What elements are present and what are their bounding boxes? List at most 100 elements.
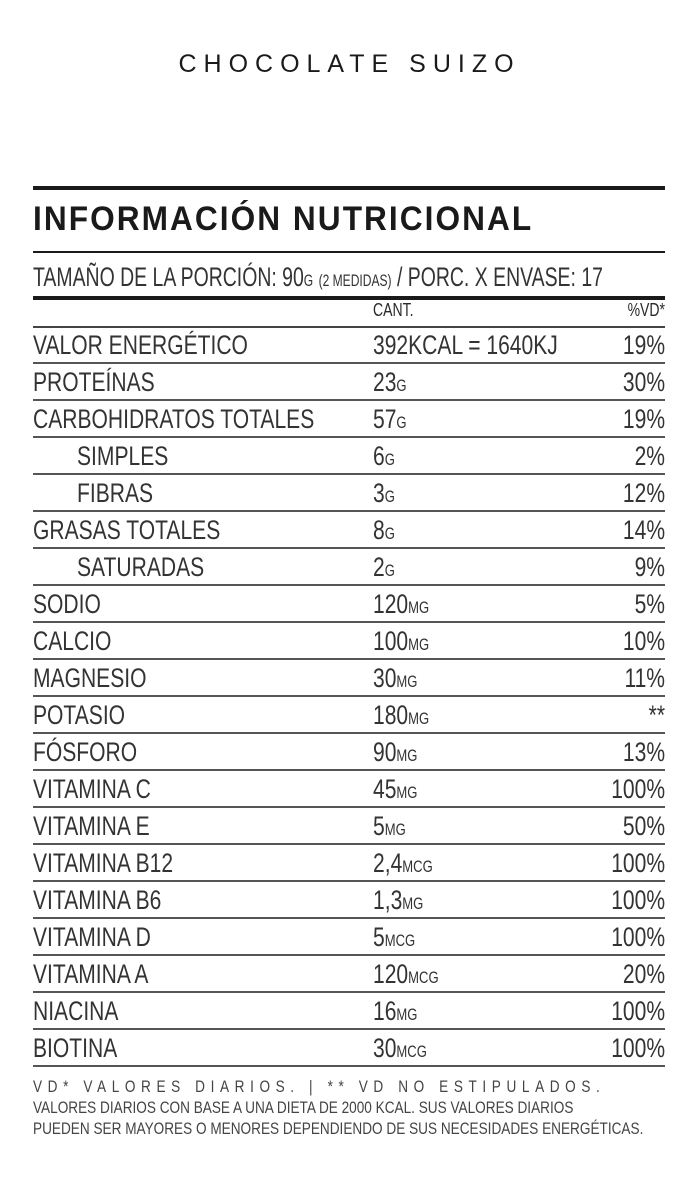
- nutrient-unit: MCG: [402, 857, 433, 876]
- nutrient-name: VITAMINA A: [33, 959, 149, 989]
- nutrient-vd: 50%: [622, 811, 665, 841]
- footer-line: VD* VALORES DIARIOS. | ** VD NO ESTIPULA…: [33, 1077, 606, 1096]
- nutrient-value: 3: [373, 478, 385, 508]
- table-row: VITAMINA C 45MG 100%: [33, 771, 665, 808]
- footer-notes: VD* VALORES DIARIOS. | ** VD NO ESTIPULA…: [33, 1076, 665, 1139]
- nutrient-name: VALOR ENERGÉTICO: [33, 330, 248, 360]
- heading-text: INFORMACIÓN NUTRICIONAL: [33, 200, 534, 238]
- nutrient-unit: MG: [408, 635, 430, 654]
- label-heading: INFORMACIÓN NUTRICIONAL: [33, 200, 665, 239]
- nutrient-vd: 10%: [622, 626, 665, 656]
- nutrient-value: 180: [373, 700, 409, 730]
- table-row: VITAMINA A 120MCG 20%: [33, 956, 665, 993]
- nutrient-unit: MCG: [384, 931, 416, 950]
- nutrient-table: VALOR ENERGÉTICO 392KCAL = 1640KJ 19% PRO…: [33, 327, 665, 1067]
- top-rule: [33, 186, 665, 190]
- nutrient-name: VITAMINA D: [33, 922, 151, 952]
- nutrient-vd: 100%: [611, 885, 665, 915]
- table-header: CANT. %VD*: [33, 300, 665, 328]
- nutrient-value: 5: [373, 922, 385, 952]
- table-row: MAGNESIO 30MG 11%: [33, 660, 665, 697]
- nutrient-name: NIACINA: [33, 996, 119, 1026]
- portion-prefix: TAMAÑO DE LA PORCIÓN: 90: [33, 262, 304, 292]
- nutrient-value: 5: [373, 811, 385, 841]
- nutrient-name: VITAMINA C: [33, 774, 151, 804]
- nutrient-vd: 100%: [611, 774, 665, 804]
- nutrient-name: SODIO: [33, 589, 101, 619]
- nutrient-value: 120: [373, 959, 409, 989]
- footer-line: PUEDEN SER MAYORES O MENORES DEPENDIENDO…: [33, 1119, 644, 1138]
- nutrient-vd: 20%: [622, 959, 665, 989]
- nutrient-unit: G: [384, 487, 395, 506]
- table-row: FÓSFORO 90MG 13%: [33, 734, 665, 771]
- nutrient-unit: MG: [408, 709, 430, 728]
- nutrient-vd: 100%: [611, 1033, 665, 1063]
- table-row: SODIO 120MG 5%: [33, 586, 665, 623]
- nutrient-name: CALCIO: [33, 626, 112, 656]
- nutrient-name: VITAMINA E: [33, 811, 150, 841]
- portion-suffix: / PORC. X ENVASE: 17: [391, 262, 603, 292]
- portion-size: TAMAÑO DE LA PORCIÓN: 90G (2 MEDIDAS) / …: [33, 262, 699, 293]
- heading-rule: [33, 251, 665, 253]
- nutrient-vd: 19%: [622, 404, 665, 434]
- nutrient-vd: 100%: [611, 848, 665, 878]
- vd-header: %VD*: [627, 300, 665, 320]
- nutrient-name: VITAMINA B12: [33, 848, 174, 878]
- nutrient-vd: 11%: [624, 663, 665, 693]
- nutrient-unit: G: [384, 450, 395, 469]
- nutrient-name: GRASAS TOTALES: [33, 515, 221, 545]
- nutrient-vd: 100%: [611, 922, 665, 952]
- nutrient-value: 120: [373, 589, 409, 619]
- product-title: CHOCOLATE SUIZO: [178, 50, 521, 78]
- table-row: SIMPLES 6G 2%: [33, 438, 665, 475]
- table-row: VITAMINA B6 1,3MG 100%: [33, 882, 665, 919]
- table-row: POTASIO 180MG **: [33, 697, 665, 734]
- nutrient-unit: MCG: [408, 968, 439, 987]
- nutrient-unit: MG: [396, 746, 418, 765]
- nutrient-unit: MG: [408, 598, 430, 617]
- nutrient-vd: 14%: [622, 515, 665, 545]
- table-row: GRASAS TOTALES 8G 14%: [33, 512, 665, 549]
- nutrient-unit: G: [384, 524, 395, 543]
- table-row: FIBRAS 3G 12%: [33, 475, 665, 512]
- nutrient-value: 6: [373, 441, 385, 471]
- nutrient-name: PROTEÍNAS: [33, 367, 155, 397]
- nutrient-value: 30: [373, 1033, 397, 1063]
- nutrient-value: 90: [373, 737, 397, 767]
- nutrient-vd: 13%: [622, 737, 665, 767]
- nutrient-vd: 100%: [611, 996, 665, 1026]
- nutrient-unit: G: [396, 413, 407, 432]
- table-row: VALOR ENERGÉTICO 392KCAL = 1640KJ 19%: [33, 327, 665, 364]
- nutrient-name: FIBRAS: [77, 478, 154, 508]
- nutrient-vd: 5%: [634, 589, 665, 619]
- nutrient-vd: 19%: [622, 330, 665, 360]
- nutrient-vd: 30%: [622, 367, 665, 397]
- table-row: VITAMINA D 5MCG 100%: [33, 919, 665, 956]
- nutrient-unit: MG: [396, 783, 418, 802]
- nutrient-unit: MG: [384, 820, 406, 839]
- nutrient-value: 16: [373, 996, 397, 1026]
- nutrient-unit: G: [384, 561, 395, 580]
- nutrient-value: 57: [373, 404, 397, 434]
- portion-unit: G: [303, 271, 314, 290]
- table-row: VITAMINA E 5MG 50%: [33, 808, 665, 845]
- table-row: CALCIO 100MG 10%: [33, 623, 665, 660]
- nutrient-unit: G: [396, 376, 407, 395]
- nutrient-name: SIMPLES: [77, 441, 169, 471]
- nutrient-vd: 12%: [622, 478, 665, 508]
- nutrient-unit: MG: [396, 672, 418, 691]
- amount-header: CANT.: [373, 300, 414, 320]
- nutrient-name: VITAMINA B6: [33, 885, 162, 915]
- nutrient-name: SATURADAS: [77, 552, 205, 582]
- nutrient-unit: MCG: [396, 1042, 427, 1061]
- nutrient-value: 8: [373, 515, 385, 545]
- nutrient-value: 23: [373, 367, 397, 397]
- nutrient-value: 100: [373, 626, 409, 656]
- nutrient-value: 392KCAL = 1640KJ: [373, 330, 558, 360]
- nutrient-name: POTASIO: [33, 700, 126, 730]
- nutrient-value: 2,4: [373, 848, 403, 878]
- nutrient-name: FÓSFORO: [33, 737, 138, 767]
- nutrient-unit: MG: [402, 894, 424, 913]
- table-row: CARBOHIDRATOS TOTALES 57G 19%: [33, 401, 665, 438]
- table-row: NIACINA 16MG 100%: [33, 993, 665, 1030]
